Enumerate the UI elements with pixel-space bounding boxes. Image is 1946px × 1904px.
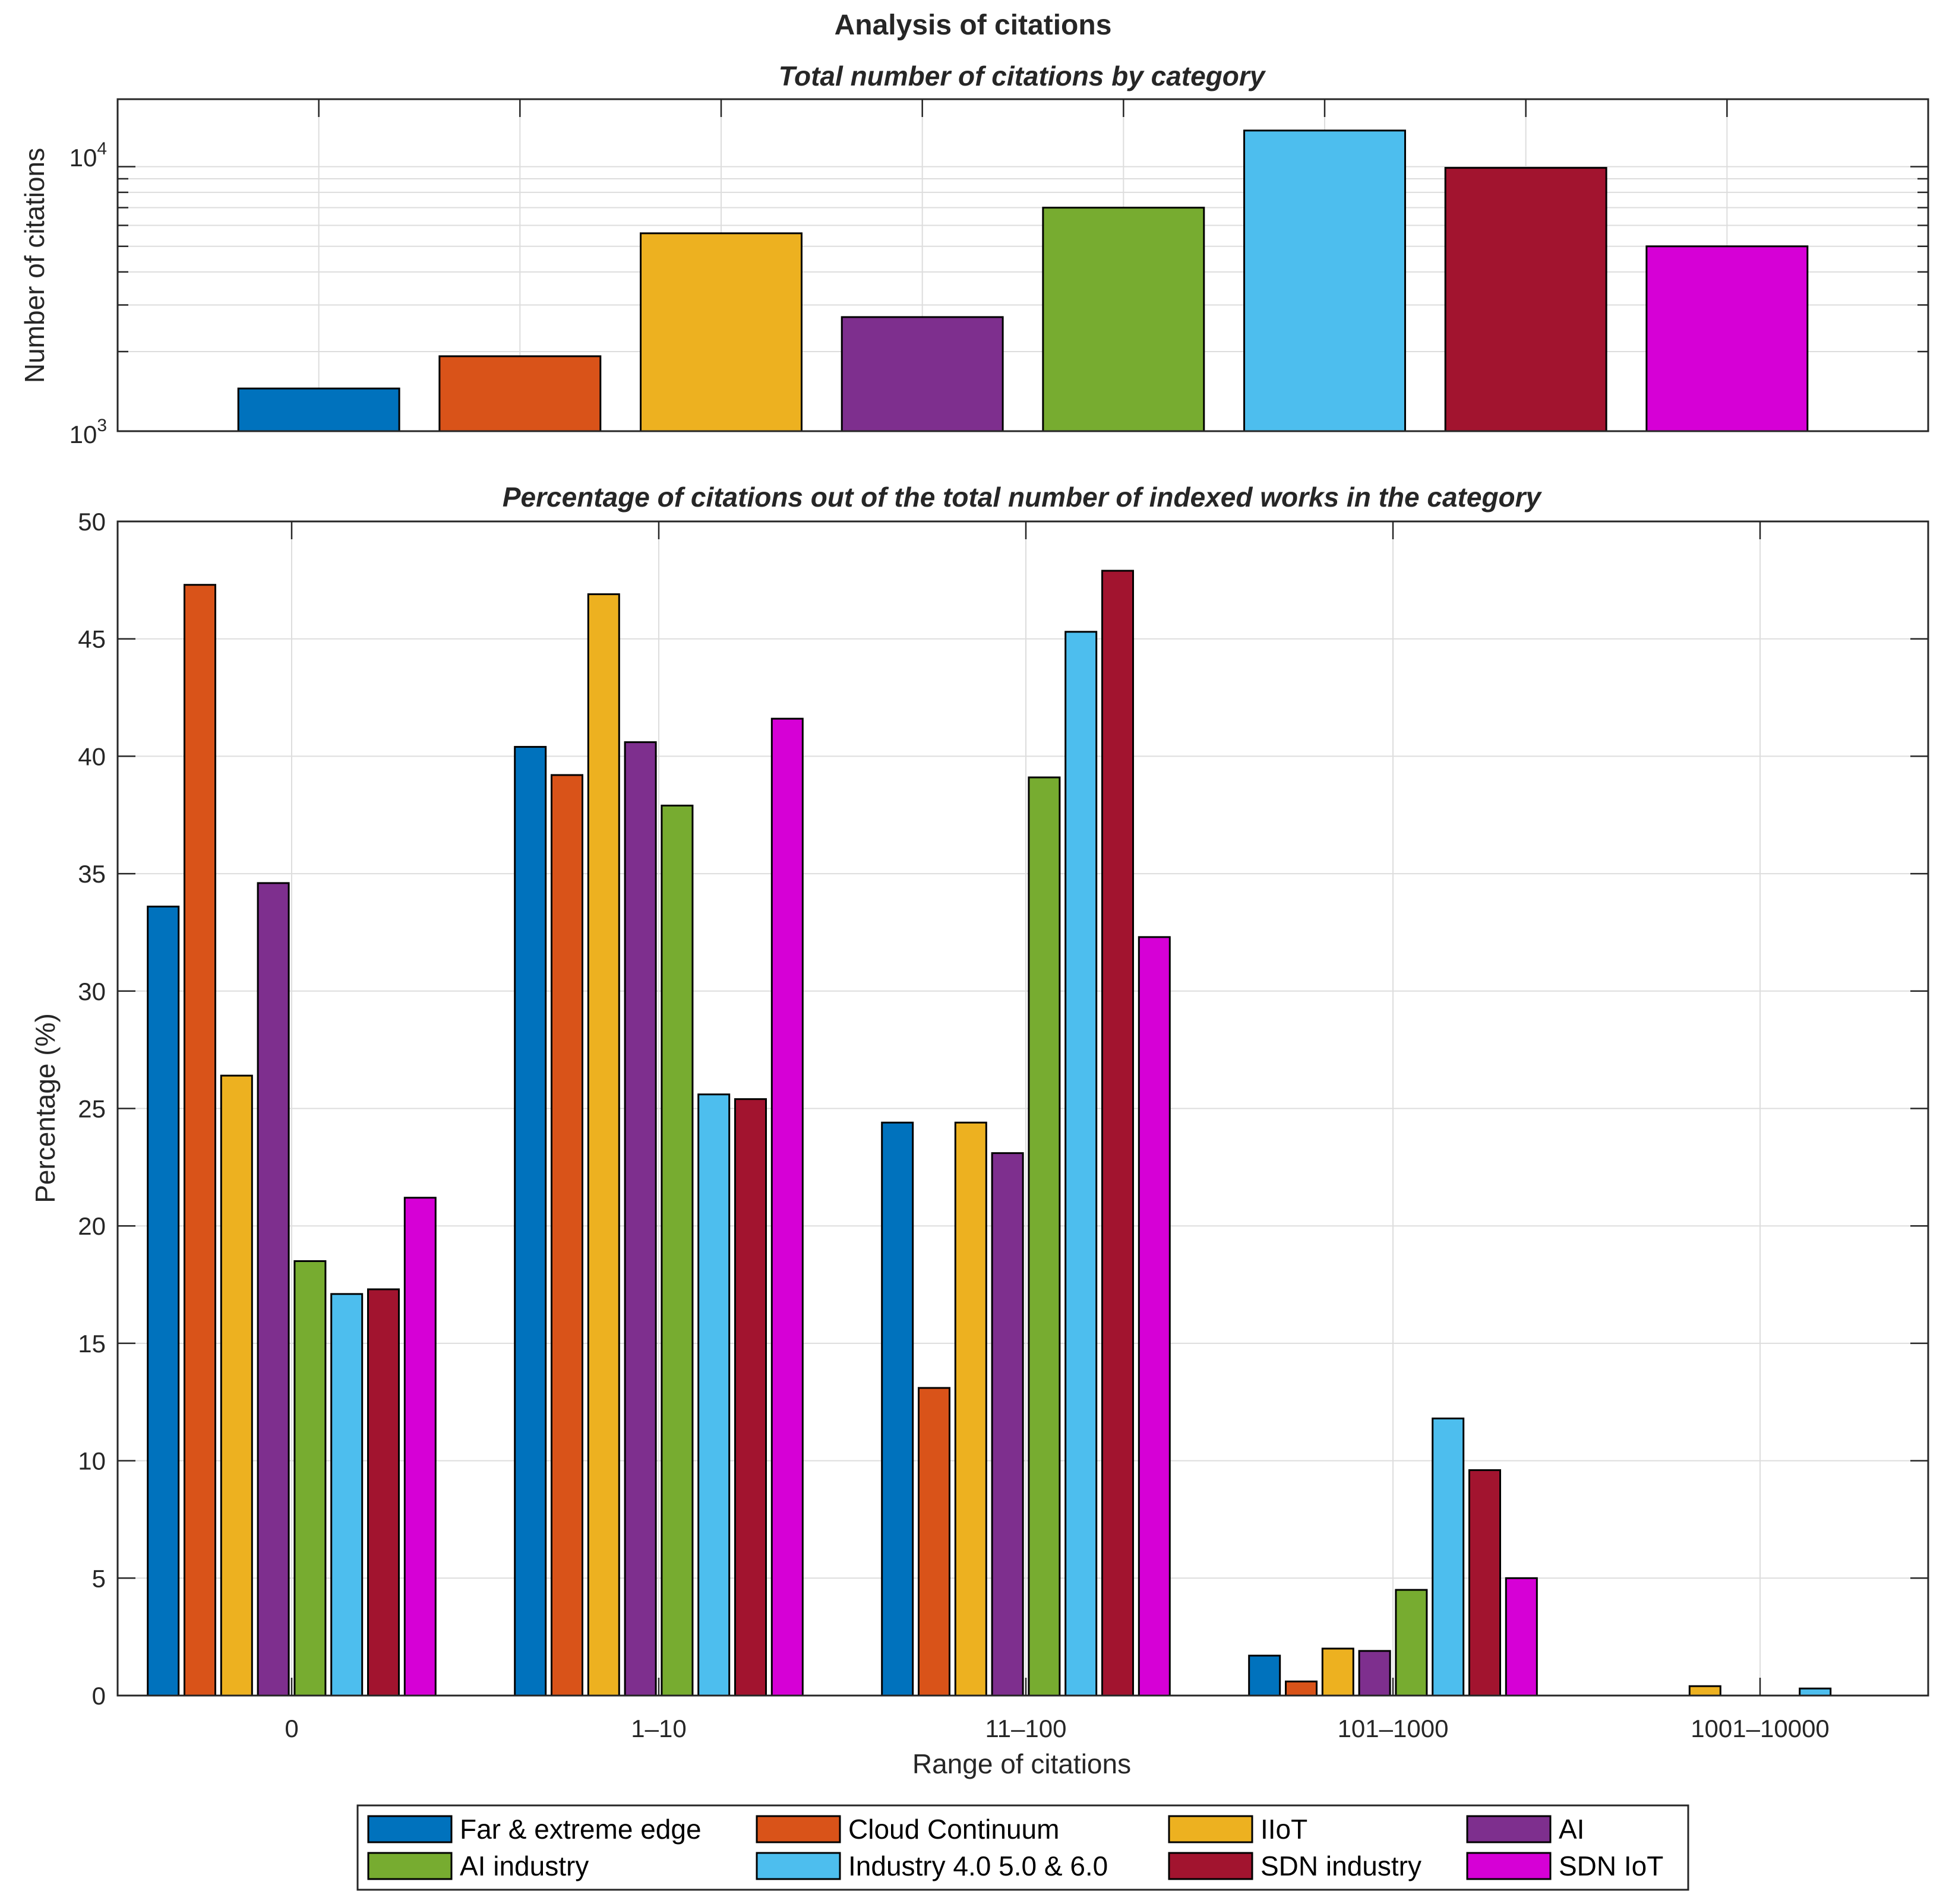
bar-ai-industry-1-10 xyxy=(661,804,694,1697)
legend-label-industry-4-0-5-0-6-0: Industry 4.0 5.0 & 6.0 xyxy=(848,1851,1108,1881)
bottom-y-axis-label: Percentage (%) xyxy=(30,1013,61,1203)
top-ytick-label-1e3: 103 xyxy=(70,416,107,448)
top-ytick-1e4-exp: 4 xyxy=(97,139,107,159)
top-bar-far-extreme-edge xyxy=(237,387,400,432)
bar-ai-0 xyxy=(257,882,290,1697)
bottom-tick-marks xyxy=(118,520,1928,1697)
top-ytick-label-1e4: 104 xyxy=(70,139,107,172)
top-bar-industry-4-0-5-0-6-0 xyxy=(1243,129,1406,432)
legend: Far & extreme edge Cloud Continuum IIoT AI A… xyxy=(356,1804,1689,1891)
bottom-x-axis-label: Range of citations xyxy=(912,1748,1131,1779)
bottom-ytick-label-50: 50 xyxy=(78,508,106,536)
bottom-ytick-label-30: 30 xyxy=(78,978,106,1005)
bottom-chart: Percentage of citations out of the total… xyxy=(30,482,1929,1779)
bar-sdn-industry-1-10 xyxy=(734,1098,767,1697)
bar-sdn-iot-101-1000 xyxy=(1505,1577,1538,1697)
bottom-ytick-label-45: 45 xyxy=(78,625,106,653)
top-tick-marks xyxy=(118,99,1928,432)
bar-far-extreme-edge-0 xyxy=(147,905,180,1697)
bar-ai-industry-11-100 xyxy=(1028,776,1061,1697)
bottom-xtick-label-101-1000: 101–1000 xyxy=(1338,1715,1449,1742)
figure-title: Analysis of citations xyxy=(835,10,1112,41)
top-chart-title: Total number of citations by category xyxy=(779,61,1266,91)
bottom-xtick-label-1-10: 1–10 xyxy=(631,1715,686,1742)
top-chart: Total number of citations by category 10… xyxy=(19,61,1929,448)
bar-cloud-continuum-101-1000 xyxy=(1285,1680,1318,1697)
top-y-axis-label: Number of citations xyxy=(19,148,50,383)
legend-label-ai-industry: AI industry xyxy=(460,1851,589,1881)
bar-sdn-industry-0 xyxy=(367,1288,400,1697)
top-bar-ai-industry xyxy=(1042,207,1205,432)
legend-swatch-sdn-iot xyxy=(1466,1852,1552,1880)
legend-swatch-far-extreme-edge xyxy=(367,1815,453,1843)
bottom-ytick-label-10: 10 xyxy=(78,1447,106,1475)
bar-sdn-iot-0 xyxy=(403,1197,437,1697)
bar-ai-11-100 xyxy=(991,1152,1024,1697)
legend-label-far-extreme-edge: Far & extreme edge xyxy=(460,1814,702,1845)
bar-far-extreme-edge-1-10 xyxy=(514,746,547,1697)
bar-industry-4-0-5-0-6-0-11-100 xyxy=(1064,631,1098,1697)
bottom-ytick-label-5: 5 xyxy=(92,1564,106,1592)
bottom-xtick-label-0: 0 xyxy=(285,1715,298,1742)
legend-label-cloud-continuum: Cloud Continuum xyxy=(848,1814,1059,1845)
bottom-ytick-label-35: 35 xyxy=(78,860,106,888)
bar-far-extreme-edge-11-100 xyxy=(881,1121,914,1697)
bottom-ytick-label-25: 25 xyxy=(78,1095,106,1123)
bar-industry-4-0-5-0-6-0-1-10 xyxy=(697,1093,731,1697)
top-ytick-1e3-exp: 3 xyxy=(97,416,107,435)
legend-swatch-ai-industry xyxy=(367,1852,453,1880)
legend-label-sdn-industry: SDN industry xyxy=(1261,1851,1421,1881)
bar-ai-industry-0 xyxy=(293,1260,327,1697)
top-bar-ai xyxy=(841,316,1004,432)
top-ytick-1e3-base: 10 xyxy=(70,420,97,448)
bar-sdn-industry-11-100 xyxy=(1101,570,1134,1697)
bottom-bars xyxy=(147,570,1832,1697)
bar-sdn-iot-11-100 xyxy=(1138,936,1171,1697)
bar-iiot-0 xyxy=(220,1074,253,1697)
bottom-xtick-labels: 0 1–10 11–100 101–1000 1001–10000 xyxy=(285,1715,1829,1742)
top-bar-sdn-iot xyxy=(1645,245,1809,432)
bar-cloud-continuum-11-100 xyxy=(918,1387,950,1697)
bar-ai-industry-101-1000 xyxy=(1395,1589,1428,1697)
bar-iiot-11-100 xyxy=(954,1121,987,1697)
legend-label-sdn-iot: SDN IoT xyxy=(1559,1851,1663,1881)
bar-sdn-industry-101-1000 xyxy=(1468,1469,1501,1697)
bottom-xtick-label-1001-10000: 1001–10000 xyxy=(1691,1715,1830,1742)
bar-cloud-continuum-0 xyxy=(184,584,216,1697)
bottom-ytick-label-0: 0 xyxy=(92,1682,106,1710)
legend-swatch-industry-4-0-5-0-6-0 xyxy=(756,1852,841,1880)
bar-industry-4-0-5-0-6-0-1001-10000 xyxy=(1799,1687,1832,1697)
bottom-ytick-labels: 0 5 10 15 20 25 30 35 40 45 50 xyxy=(78,508,106,1710)
legend-label-ai: AI xyxy=(1559,1814,1584,1845)
bar-industry-4-0-5-0-6-0-0 xyxy=(330,1293,364,1697)
top-bars xyxy=(237,129,1809,432)
bar-far-extreme-edge-101-1000 xyxy=(1248,1655,1281,1697)
legend-swatch-sdn-industry xyxy=(1168,1852,1253,1880)
top-bar-iiot xyxy=(640,232,803,432)
bottom-chart-title: Percentage of citations out of the total… xyxy=(503,482,1543,513)
bar-iiot-1001-10000 xyxy=(1688,1685,1721,1697)
bar-iiot-101-1000 xyxy=(1321,1647,1354,1697)
top-ytick-1e4-base: 10 xyxy=(70,144,97,172)
bar-ai-101-1000 xyxy=(1358,1650,1391,1697)
bar-ai-1-10 xyxy=(624,741,657,1697)
top-bar-sdn-industry xyxy=(1444,167,1607,432)
bottom-ytick-label-15: 15 xyxy=(78,1330,106,1358)
bar-iiot-1-10 xyxy=(587,593,620,1697)
legend-swatch-iiot xyxy=(1168,1815,1253,1843)
top-bar-cloud-continuum xyxy=(438,355,602,432)
legend-label-iiot: IIoT xyxy=(1261,1814,1307,1845)
legend-swatch-cloud-continuum xyxy=(756,1815,841,1843)
bar-industry-4-0-5-0-6-0-101-1000 xyxy=(1432,1417,1465,1697)
bottom-xtick-label-11-100: 11–100 xyxy=(985,1715,1066,1742)
bottom-ytick-label-40: 40 xyxy=(78,742,106,770)
legend-swatch-ai xyxy=(1466,1815,1552,1843)
bar-cloud-continuum-1-10 xyxy=(551,774,583,1697)
bottom-ytick-label-20: 20 xyxy=(78,1212,106,1240)
top-axes-box xyxy=(116,98,1929,432)
bar-sdn-iot-1-10 xyxy=(770,717,804,1697)
